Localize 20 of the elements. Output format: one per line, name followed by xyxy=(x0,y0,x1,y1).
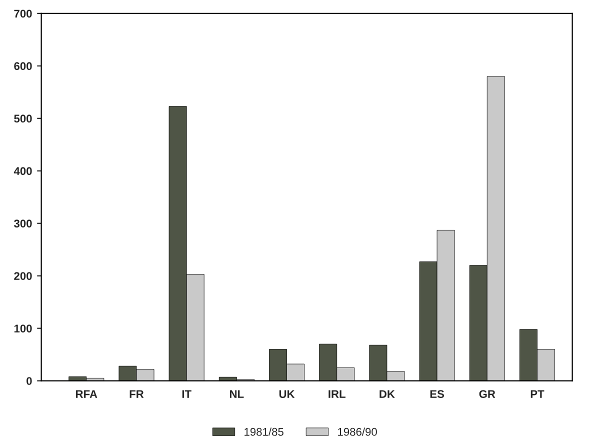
x-tick-label: FR xyxy=(130,390,144,398)
y-tick-label: 400 xyxy=(14,167,32,176)
x-tick-label: IT xyxy=(182,390,192,398)
y-tick-label: 0 xyxy=(26,377,32,385)
y-tick-label: 700 xyxy=(14,10,32,18)
x-tick-label: IRL xyxy=(328,390,346,398)
y-tick-label: 600 xyxy=(14,62,32,70)
y-tick-label: 100 xyxy=(14,324,32,332)
y-tick-label: 500 xyxy=(14,114,32,123)
x-tick-label: UK xyxy=(279,390,295,398)
x-tick-label: RFA xyxy=(76,390,98,398)
x-tick-label: NL xyxy=(230,390,244,398)
x-tick-label: PT xyxy=(530,390,544,398)
x-tick-label: ES xyxy=(430,390,444,398)
legend-label: 1981/85 xyxy=(244,428,284,436)
x-tick-label: GR xyxy=(479,390,496,398)
legend-label: 1986/90 xyxy=(338,428,377,436)
y-tick-label: 300 xyxy=(14,220,32,228)
x-tick-label: DK xyxy=(380,390,395,398)
y-tick-label: 200 xyxy=(14,272,32,280)
